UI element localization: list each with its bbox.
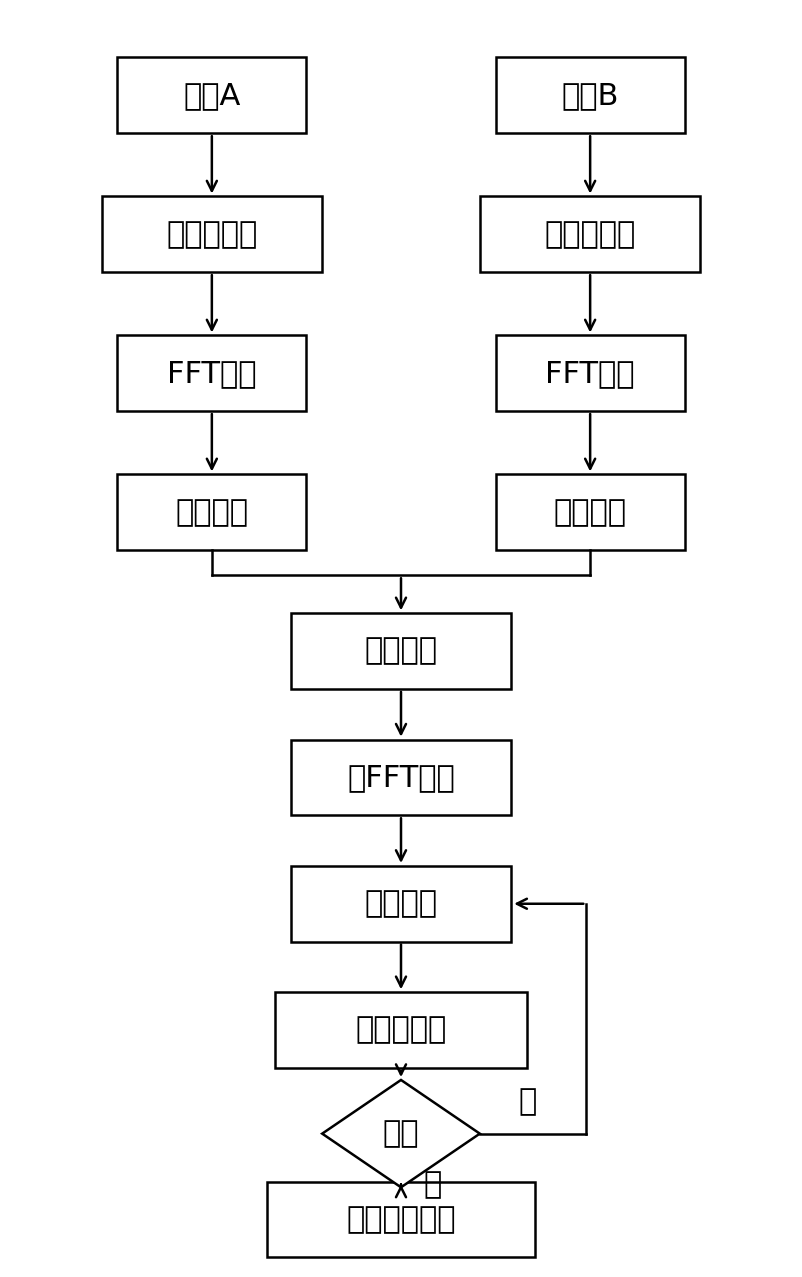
Text: 输出平移参数: 输出平移参数 (346, 1205, 456, 1234)
Text: 相谱合成: 相谱合成 (364, 637, 438, 665)
Text: 验证: 验证 (383, 1119, 419, 1148)
Text: 提取相谱: 提取相谱 (553, 498, 626, 526)
FancyBboxPatch shape (290, 739, 512, 815)
Text: 是: 是 (423, 1170, 442, 1199)
FancyBboxPatch shape (117, 474, 306, 550)
Text: FFT变换: FFT变换 (167, 359, 257, 388)
Text: 图像预处理: 图像预处理 (545, 220, 636, 249)
FancyBboxPatch shape (496, 474, 685, 550)
Text: 反FFT变换: 反FFT变换 (347, 762, 455, 792)
FancyBboxPatch shape (117, 336, 306, 411)
FancyBboxPatch shape (267, 1181, 535, 1258)
Text: FFT变换: FFT变换 (545, 359, 635, 388)
Text: 求最大脉冲: 求最大脉冲 (355, 1015, 447, 1045)
FancyBboxPatch shape (102, 197, 322, 272)
Polygon shape (322, 1080, 480, 1188)
Text: 图像A: 图像A (183, 80, 241, 110)
FancyBboxPatch shape (496, 57, 685, 133)
Text: 提取相谱: 提取相谱 (176, 498, 249, 526)
Text: 图像B: 图像B (561, 80, 619, 110)
FancyBboxPatch shape (496, 336, 685, 411)
FancyBboxPatch shape (290, 613, 512, 690)
Text: 相关函数: 相关函数 (364, 889, 438, 918)
FancyBboxPatch shape (290, 866, 512, 941)
FancyBboxPatch shape (117, 57, 306, 133)
FancyBboxPatch shape (275, 992, 527, 1068)
Text: 否: 否 (518, 1088, 537, 1116)
FancyBboxPatch shape (480, 197, 700, 272)
Text: 图像预处理: 图像预处理 (166, 220, 257, 249)
